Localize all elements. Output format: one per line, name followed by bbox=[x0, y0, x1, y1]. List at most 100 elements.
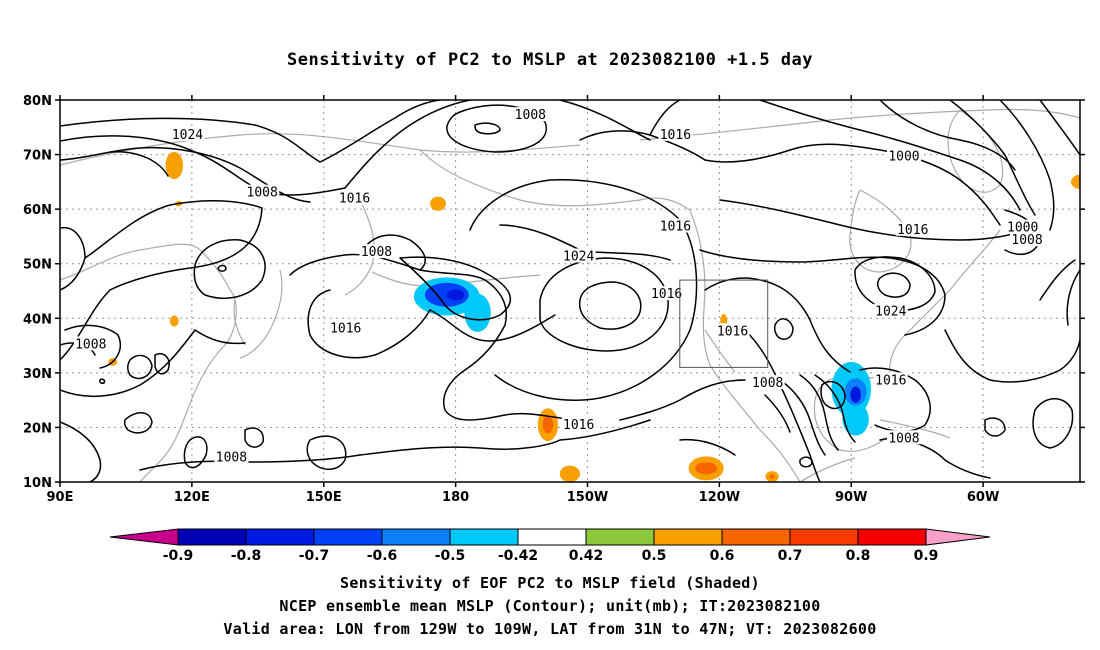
coast-east-asia bbox=[60, 243, 237, 482]
colorbar-label: -0.7 bbox=[299, 548, 330, 564]
contour-label-bg bbox=[649, 286, 684, 301]
x-tick-label: 150W bbox=[567, 490, 608, 505]
coast-hudson-bay bbox=[849, 189, 912, 273]
contour-line bbox=[307, 289, 431, 359]
contour-label-bg bbox=[715, 323, 750, 338]
contour-label-bg bbox=[750, 375, 785, 390]
contour-line bbox=[60, 421, 102, 482]
contour-label: 1008 bbox=[361, 245, 392, 260]
colorbar-label: -0.6 bbox=[367, 548, 398, 564]
contour-line bbox=[429, 309, 556, 342]
contour-line bbox=[704, 277, 851, 373]
contour-line bbox=[359, 234, 426, 271]
contour-line bbox=[154, 353, 170, 375]
contour-line bbox=[193, 239, 266, 299]
contour-label: 1024 bbox=[875, 305, 906, 320]
coast-arctic-canada bbox=[639, 108, 1080, 141]
contour-label: 1016 bbox=[875, 373, 906, 388]
contour-line bbox=[399, 256, 512, 321]
contour-line bbox=[759, 100, 1021, 211]
contour-label-bg bbox=[873, 372, 908, 387]
contour-line bbox=[1039, 100, 1080, 156]
colorbar-label: 0.8 bbox=[846, 548, 871, 564]
contour-line bbox=[109, 151, 169, 177]
contour-label-bg bbox=[561, 248, 596, 263]
colorbar-label: 0.5 bbox=[642, 548, 667, 564]
contour-line bbox=[773, 318, 794, 340]
contour-line bbox=[60, 329, 196, 398]
contour-line bbox=[699, 249, 946, 336]
contour-line bbox=[999, 100, 1055, 231]
contour-line bbox=[469, 179, 698, 401]
contour-line bbox=[649, 100, 681, 136]
coast-greenland bbox=[947, 109, 1004, 193]
y-tick-label: 60N bbox=[23, 203, 52, 218]
x-tick-label: 60W bbox=[967, 490, 999, 505]
map-frame bbox=[59, 99, 1081, 483]
contour-line bbox=[139, 454, 361, 471]
valid-area-box bbox=[679, 279, 769, 368]
contour-line bbox=[704, 143, 1001, 226]
contour-label: 1016 bbox=[651, 287, 682, 302]
contour-label-bg bbox=[214, 449, 249, 464]
colorbar-label: -0.8 bbox=[231, 548, 262, 564]
sensitivity-patch bbox=[542, 415, 554, 434]
contour-label-bg bbox=[359, 244, 394, 259]
mslp-contours bbox=[60, 100, 1080, 482]
coast-central-america bbox=[799, 457, 856, 482]
coast-na-east bbox=[889, 229, 1001, 376]
sensitivity-patch bbox=[430, 196, 446, 211]
sensitivity-shading bbox=[108, 151, 1080, 482]
contour-line bbox=[84, 199, 263, 259]
coast-alaska bbox=[419, 149, 691, 211]
colorbar-segment bbox=[517, 528, 587, 546]
contour-label: 1016 bbox=[897, 223, 928, 238]
colorbar-label: -0.42 bbox=[498, 548, 538, 564]
x-tick-label: 180 bbox=[442, 490, 469, 505]
contour-line bbox=[1039, 259, 1076, 301]
coast-kamchatka bbox=[344, 199, 375, 296]
colorbar-segment bbox=[381, 528, 451, 546]
contour-label: 1008 bbox=[247, 186, 278, 201]
sensitivity-patch bbox=[165, 151, 184, 180]
contour-line bbox=[183, 436, 208, 469]
coastlines bbox=[60, 108, 1080, 482]
contour-line bbox=[319, 100, 441, 163]
contour-label: 1016 bbox=[330, 322, 361, 337]
y-tick-label: 50N bbox=[23, 258, 52, 273]
contour-label-bg bbox=[658, 218, 693, 233]
contour-label-bg bbox=[245, 184, 280, 199]
contour-line bbox=[194, 329, 246, 345]
contour-label-bg bbox=[513, 107, 548, 122]
contour-label-bg bbox=[658, 126, 693, 141]
contour-line bbox=[876, 272, 911, 298]
contour-label: 1016 bbox=[660, 220, 691, 235]
contour-line bbox=[984, 417, 1006, 437]
colorbar-under-triangle bbox=[109, 528, 179, 546]
coast-korea bbox=[233, 299, 246, 346]
coast-baja bbox=[704, 329, 736, 373]
colorbar-label: -0.5 bbox=[435, 548, 466, 564]
sensitivity-patch bbox=[169, 315, 179, 327]
contour-line bbox=[474, 122, 501, 135]
contour-label: 1000 bbox=[888, 150, 919, 165]
contour-label: 1000 bbox=[1007, 221, 1038, 236]
contour-line bbox=[127, 354, 153, 380]
contour-line bbox=[1066, 269, 1080, 326]
contour-line bbox=[744, 329, 821, 482]
contour-label: 1024 bbox=[563, 250, 594, 265]
contour-label: 1008 bbox=[888, 431, 919, 446]
contour-line bbox=[799, 374, 839, 451]
contour-line bbox=[289, 253, 486, 281]
sensitivity-patch bbox=[850, 386, 861, 403]
contour-line bbox=[679, 438, 736, 456]
contour-line bbox=[60, 117, 321, 163]
contour-label-bg bbox=[886, 430, 921, 445]
contour-label-bg bbox=[895, 221, 930, 236]
colorbar-label: 0.42 bbox=[569, 548, 604, 564]
contour-line bbox=[1032, 398, 1074, 449]
contour-label-bg bbox=[170, 126, 205, 141]
contour-line bbox=[559, 419, 651, 441]
contour-line bbox=[944, 329, 1080, 383]
